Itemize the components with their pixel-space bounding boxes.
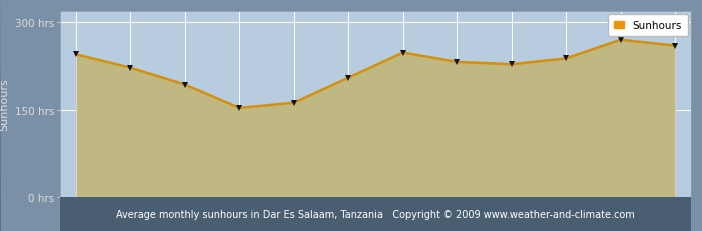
Text: Average monthly sunhours in Dar Es Salaam, Tanzania   Copyright © 2009 www.weath: Average monthly sunhours in Dar Es Salaa… bbox=[117, 209, 635, 219]
Legend: Sunhours: Sunhours bbox=[608, 15, 689, 37]
Y-axis label: Sunhours: Sunhours bbox=[0, 78, 9, 131]
